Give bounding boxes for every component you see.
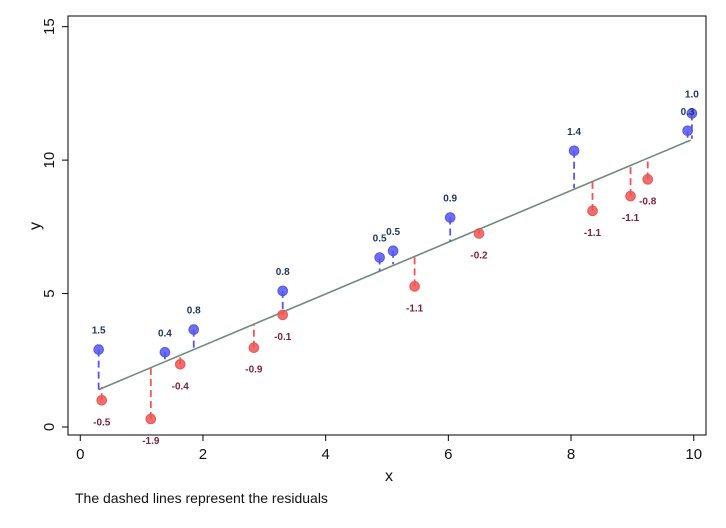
data-point — [174, 358, 186, 370]
x-tick-label: 0 — [76, 446, 84, 463]
residual-label: -0.9 — [245, 365, 263, 376]
data-point — [248, 342, 260, 354]
residual-label: -1.9 — [142, 436, 160, 447]
residual-label: 0.5 — [373, 234, 387, 245]
axis-layer: 0 2 4 6 8 10 0 5 10 15 — [41, 18, 702, 463]
x-axis-title: x — [385, 468, 393, 485]
x-tick-label: 2 — [199, 446, 207, 463]
data-point — [387, 245, 399, 257]
y-tick-label: 5 — [41, 289, 58, 297]
fit-line-layer — [98, 139, 691, 391]
data-point — [444, 212, 456, 223]
y-tick-label: 0 — [41, 423, 58, 431]
point-layer — [93, 108, 698, 425]
residual-label: -0.8 — [639, 196, 657, 207]
residual-label: 0.8 — [187, 306, 201, 317]
y-axis-title: y — [27, 222, 44, 230]
data-point — [409, 281, 420, 292]
residual-label: -1.1 — [584, 228, 602, 239]
data-point — [625, 190, 636, 202]
residual-label: 0.9 — [443, 193, 457, 204]
y-tick-label: 15 — [41, 18, 58, 35]
residual-label: 0.8 — [276, 267, 290, 278]
data-point — [686, 108, 698, 119]
data-point — [277, 309, 289, 321]
data-point — [568, 145, 580, 157]
x-tick-label: 6 — [444, 446, 452, 463]
data-point — [188, 324, 200, 335]
residual-label: -1.1 — [622, 213, 640, 224]
residual-label: 0.5 — [386, 227, 400, 238]
residual-label: 1.5 — [92, 326, 106, 337]
residual-label: -0.1 — [274, 332, 292, 343]
data-point — [159, 346, 171, 358]
x-tick-label: 4 — [321, 446, 329, 463]
residual-label: 1.4 — [567, 127, 581, 138]
residual-label: -1.1 — [406, 303, 424, 314]
fit-line — [98, 139, 691, 391]
data-point — [473, 228, 485, 239]
data-point — [682, 125, 693, 137]
data-point — [277, 285, 289, 297]
data-point — [587, 205, 598, 217]
plot-area — [67, 15, 707, 436]
residual-label: 0.4 — [158, 328, 172, 339]
data-point — [145, 413, 157, 425]
residual-label: 1.0 — [685, 89, 699, 100]
data-point — [374, 252, 385, 263]
residual-label-layer: 1.5 0.4 0.8 0.8 0.50.5 0.9 1.4 0.3 1.0 -0.5 -1.9 -0… — [92, 89, 700, 447]
residual-label: -0.5 — [93, 417, 111, 428]
data-point — [642, 174, 654, 185]
residual-label: -0.2 — [470, 251, 488, 262]
x-tick-label: 10 — [685, 446, 702, 463]
x-tick-label: 8 — [567, 446, 575, 463]
y-tick-label: 10 — [41, 152, 58, 169]
residual-label: -0.4 — [172, 381, 190, 392]
chart-note: The dashed lines represent the residuals — [75, 490, 328, 506]
data-point — [96, 395, 108, 406]
residual-label: 0.3 — [681, 107, 695, 118]
data-point — [93, 344, 104, 355]
